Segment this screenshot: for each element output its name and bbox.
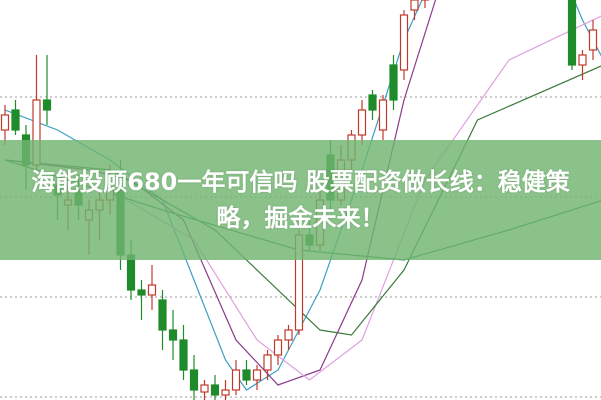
- candle-body: [378, 99, 388, 131]
- candle-up: [378, 95, 388, 140]
- candle-down: [158, 290, 167, 350]
- candle-up: [273, 335, 283, 365]
- candle-up: [578, 50, 587, 80]
- candle-body: [158, 299, 167, 331]
- candle-down: [567, 0, 577, 70]
- candle-up: [252, 365, 262, 390]
- headline-title: 海能投顾680一年可信吗 股票配资做长线：稳健策略，掘金未来！: [31, 168, 570, 232]
- candle-body: [11, 109, 20, 131]
- candle-body: [273, 339, 283, 356]
- candle-body: [137, 289, 146, 296]
- candle-up: [221, 380, 230, 400]
- candle-down: [168, 310, 178, 360]
- candle-up: [0, 105, 10, 145]
- candle-down: [11, 100, 20, 135]
- candle-body: [263, 354, 272, 371]
- candle-body: [231, 369, 241, 391]
- candle-body: [399, 14, 409, 71]
- candle-body: [221, 389, 230, 396]
- candle-down: [189, 355, 199, 400]
- candle-up: [410, 0, 419, 20]
- candle-body: [210, 384, 220, 396]
- candle-down: [42, 55, 52, 125]
- candle-down: [179, 325, 188, 380]
- candle-down: [210, 375, 220, 400]
- candle-down: [242, 360, 251, 385]
- candle-up: [588, 20, 598, 60]
- candle-up: [147, 265, 157, 310]
- candle-up: [399, 10, 409, 80]
- candle-down: [389, 55, 398, 110]
- candle-body: [588, 29, 598, 51]
- candle-body: [368, 94, 377, 111]
- headline-banner: 海能投顾680一年可信吗 股票配资做长线：稳健策略，掘金未来！: [0, 140, 601, 260]
- candle-body: [126, 254, 136, 291]
- candle-body: [0, 114, 10, 131]
- candle-down: [137, 280, 146, 320]
- candle-body: [168, 329, 178, 341]
- candle-body: [578, 54, 587, 66]
- candle-up: [284, 325, 293, 350]
- candle-body: [252, 369, 262, 381]
- candle-up: [231, 360, 241, 395]
- candle-body: [567, 0, 577, 66]
- candle-body: [189, 369, 199, 391]
- candle-body: [389, 64, 398, 101]
- candle-down: [368, 90, 377, 120]
- candle-body: [410, 0, 419, 11]
- candle-body: [242, 369, 251, 381]
- candle-body: [179, 339, 188, 371]
- candle-body: [42, 99, 52, 111]
- candle-body: [200, 384, 209, 393]
- candle-up: [420, 0, 430, 8]
- candle-body: [357, 109, 367, 136]
- candle-body: [147, 284, 157, 296]
- candle-up: [263, 350, 272, 380]
- candle-body: [284, 329, 293, 341]
- candle-up: [200, 380, 209, 400]
- candle-up: [357, 100, 367, 145]
